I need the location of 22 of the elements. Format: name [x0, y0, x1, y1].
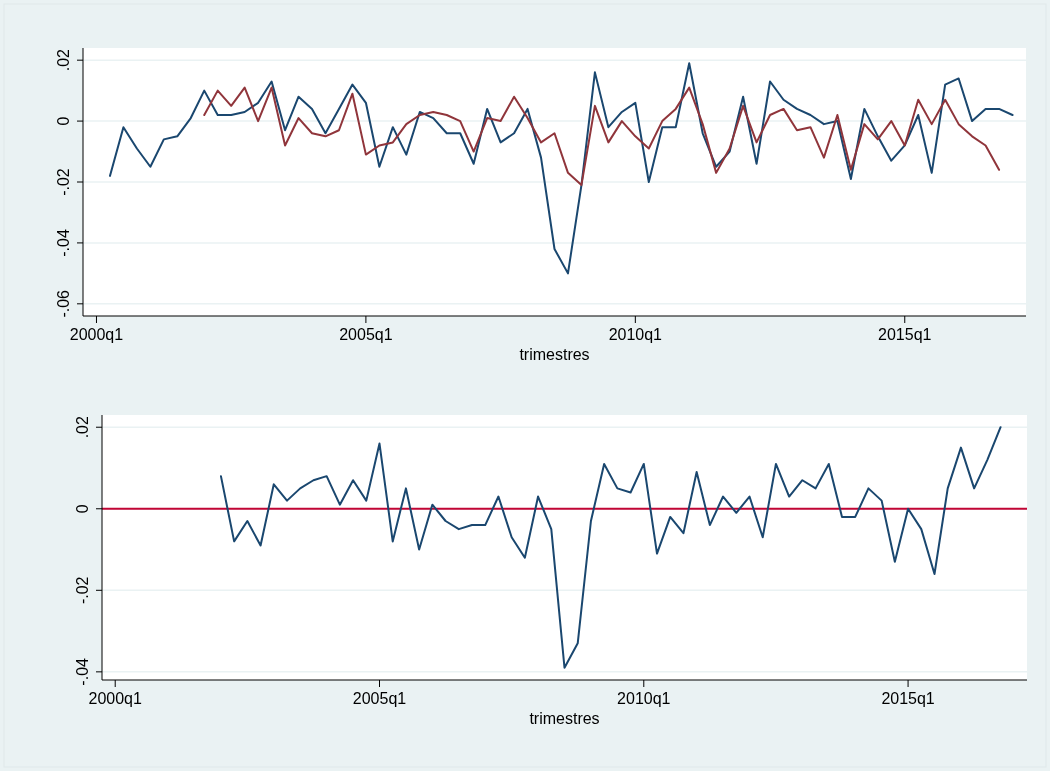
x-tick-label: 2000q1 — [88, 690, 143, 707]
y-tick-label: -.02 — [74, 576, 91, 605]
line-series — [108, 62, 1014, 275]
x-axis-title: trimestres — [519, 346, 590, 363]
y-tick-label: 0 — [55, 116, 72, 126]
y-tick-label: .02 — [55, 48, 72, 72]
x-tick-label: 2015q1 — [878, 326, 932, 343]
x-tick-label: 2005q1 — [352, 690, 407, 707]
x-axis-title: trimestres — [529, 710, 600, 727]
y-tick-label: -.04 — [74, 657, 91, 686]
y-tick-label: -.06 — [55, 289, 72, 318]
x-tick-label: 2000q1 — [69, 326, 124, 343]
x-tick-label: 2010q1 — [608, 326, 663, 343]
x-tick-label: 2010q1 — [617, 690, 671, 707]
x-tick-label: 2015q1 — [881, 690, 935, 707]
y-tick-label: 0 — [74, 504, 91, 514]
y-tick-label: .02 — [74, 416, 91, 439]
line-series — [219, 426, 1002, 669]
y-tick-label: -.02 — [55, 168, 72, 196]
line-series — [203, 86, 1001, 187]
y-tick-label: -.04 — [55, 229, 72, 257]
x-tick-label: 2005q1 — [339, 326, 393, 343]
